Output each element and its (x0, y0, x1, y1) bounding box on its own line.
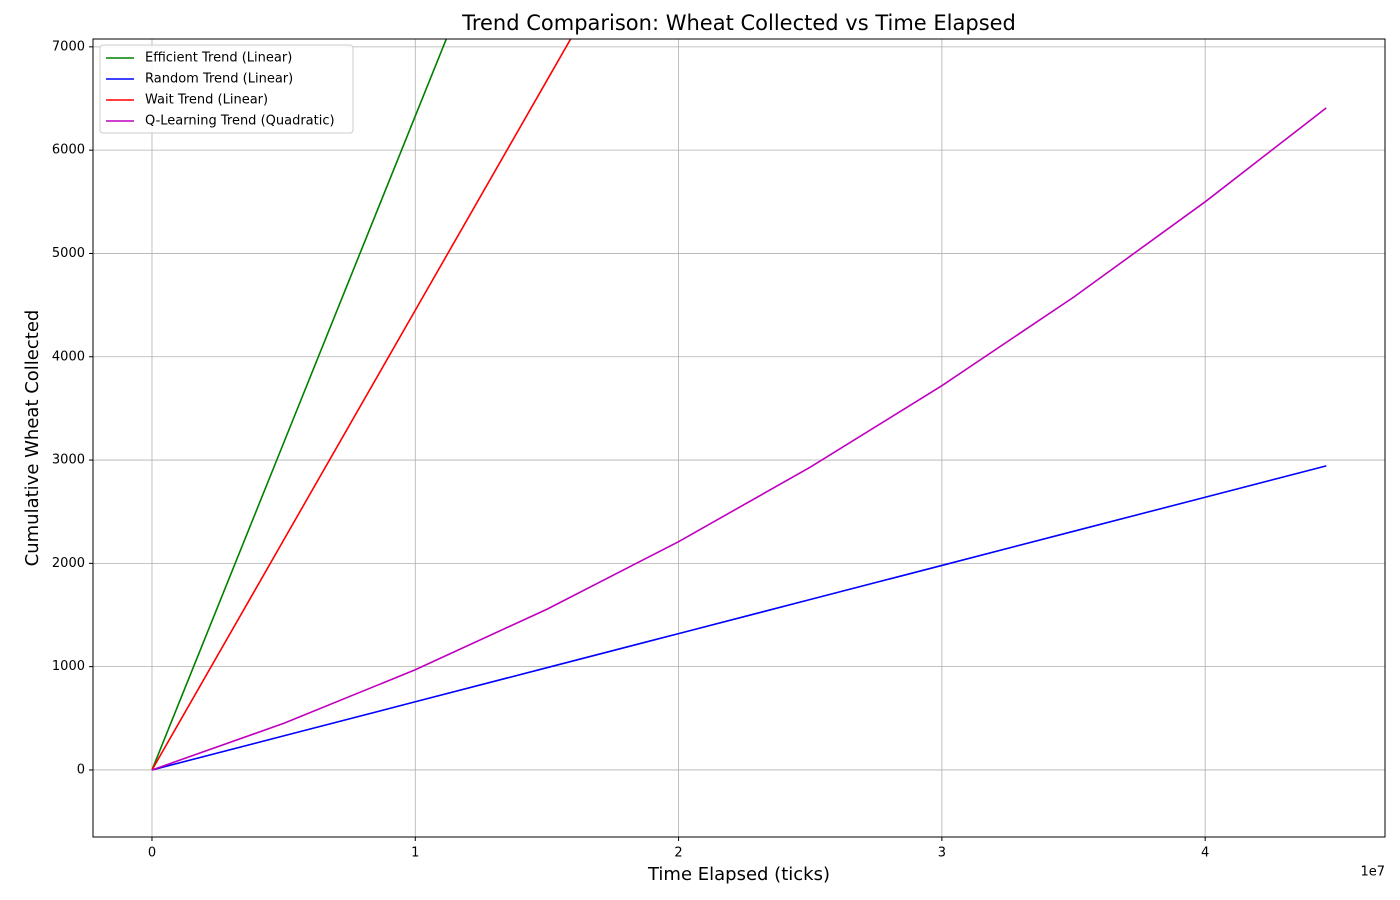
legend-label: Q-Learning Trend (Quadratic) (145, 114, 335, 129)
x-tick-label: 4 (1201, 846, 1209, 861)
y-tick-label: 1000 (52, 659, 85, 674)
x-tick-label: 3 (938, 846, 946, 861)
series-line (151, 39, 448, 771)
x-offset-label: 1e7 (1360, 865, 1385, 880)
series-line (151, 465, 1327, 771)
legend-box (99, 44, 354, 134)
series-line (151, 39, 572, 771)
legend-label: Efficient Trend (Linear) (145, 51, 292, 66)
y-tick-label: 4000 (52, 349, 85, 364)
x-tick-label: 2 (674, 846, 682, 861)
chart-title: Trend Comparison: Wheat Collected vs Tim… (461, 11, 1016, 35)
y-axis-label: Cumulative Wheat Collected (22, 310, 43, 567)
x-tick-label: 0 (148, 846, 156, 861)
y-tick-label: 5000 (52, 246, 85, 261)
plot-frame (92, 38, 1386, 838)
y-tick-label: 7000 (52, 39, 85, 54)
x-axis-label: Time Elapsed (ticks) (647, 864, 830, 885)
y-tick-label: 3000 (52, 453, 85, 468)
y-tick-label: 6000 (52, 143, 85, 158)
series-line (151, 107, 1327, 771)
y-tick-label: 2000 (52, 556, 85, 571)
y-tick-label: 0 (77, 762, 85, 777)
legend-label: Wait Trend (Linear) (145, 93, 268, 108)
legend-label: Random Trend (Linear) (145, 72, 293, 87)
x-tick-label: 1 (411, 846, 419, 861)
